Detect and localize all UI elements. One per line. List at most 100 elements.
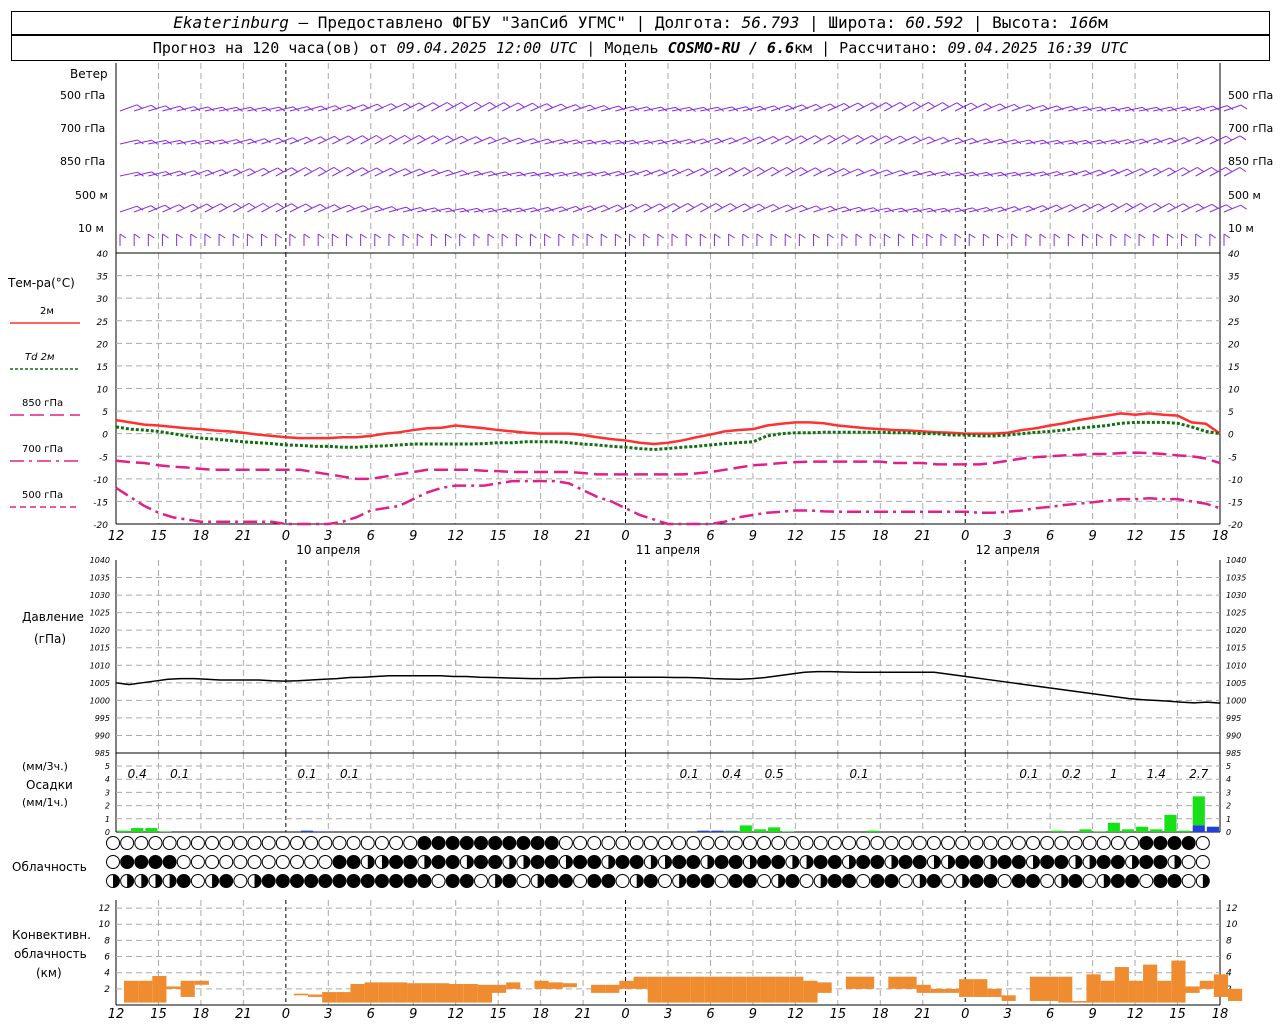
temp-tick-left: 30 [97, 295, 109, 305]
wind-barb [402, 168, 420, 177]
wind-barb [1011, 205, 1029, 213]
pressure-tick-right: 985 [1226, 749, 1241, 758]
wind-barb-feather [532, 102, 539, 108]
cloud-symbol [502, 836, 517, 850]
cloud-symbol-half [1174, 855, 1182, 869]
wind-barb [1096, 203, 1113, 213]
wind-barb-feather [575, 205, 583, 211]
wind-barb [884, 207, 903, 213]
wind-barb [317, 166, 335, 177]
wind-barb-feather [262, 202, 270, 208]
wind-barb-feather [459, 233, 466, 239]
wind-barb [898, 207, 917, 213]
wind-barb [756, 136, 774, 145]
wind-barb [247, 138, 265, 145]
wind-barb-feather [432, 135, 440, 141]
wind-barb [1068, 203, 1085, 213]
wind-barb-feather [561, 139, 569, 144]
wind-barb-feather [560, 103, 568, 109]
wind-barb-feather [701, 202, 709, 208]
wind-barb [530, 171, 549, 177]
cloud-symbol [728, 874, 743, 888]
wind-barb-feather [561, 206, 569, 212]
wind-barb-feather [277, 167, 284, 173]
wind-barb [148, 171, 166, 177]
wind-barb [388, 168, 406, 177]
rain-bar [117, 830, 130, 832]
time-tick: 18 [532, 529, 549, 544]
cloud-symbol [360, 836, 375, 850]
temp-tick-left: -20 [93, 521, 108, 531]
header-forecast: Прогноз на 120 часа(ов) от 09.04.2025 12… [11, 35, 1270, 61]
cloud-symbol-half [141, 874, 148, 888]
wind-barb-feather [857, 135, 864, 140]
wind-barb-feather [1014, 206, 1021, 212]
wind-barb [1167, 167, 1184, 177]
conv-bar [378, 982, 393, 1003]
wind-barb [799, 103, 817, 112]
wind-barb-feather [1168, 203, 1176, 208]
wind-barb [1082, 139, 1101, 145]
cloud-symbol [431, 855, 446, 869]
cloud-symbol [205, 855, 220, 869]
lat-label: | Широта: [799, 13, 906, 32]
wind-barb-feather [321, 105, 328, 111]
temp-tick-right: -15 [1228, 498, 1243, 508]
wind-barb-feather [1099, 106, 1107, 112]
cloud-symbol [474, 855, 488, 869]
cloud-symbol [162, 836, 177, 850]
pressure-tick-left: 1005 [90, 679, 110, 688]
temp-tick-right: 0 [1228, 431, 1234, 441]
wind-barb [417, 169, 435, 177]
temp-series-line [115, 420, 1221, 451]
conv-tick-left: 4 [104, 969, 110, 979]
wind-barb [190, 106, 209, 112]
cloud-symbol [785, 836, 800, 850]
wind-barb [969, 103, 986, 112]
wind-barb [969, 207, 987, 213]
cloud-symbol [856, 855, 871, 869]
cloud-symbol-half [806, 855, 814, 869]
precip-tick-right: 2 [1226, 802, 1231, 811]
wind-barb [983, 171, 1002, 177]
pressure-tick-right: 1035 [1226, 574, 1246, 583]
cloud-symbol [686, 874, 701, 888]
wind-barb [558, 139, 577, 145]
precip-tick-right: 5 [1226, 762, 1231, 771]
wind-barb [869, 169, 888, 177]
wind-barb [148, 139, 167, 145]
wind-barb-feather [317, 233, 325, 239]
cloud-symbol-half [948, 855, 955, 869]
cloud-symbol-half [565, 855, 573, 869]
pressure-tick-right: 1040 [1226, 556, 1246, 565]
wind-barb-feather [473, 233, 481, 239]
cloud-symbol [318, 874, 333, 888]
wind-barb-feather [885, 102, 893, 107]
wind-barb [700, 167, 717, 177]
wind-barb [954, 102, 972, 112]
conv-bar [1072, 1000, 1087, 1003]
precip-tick-left: 4 [105, 775, 110, 784]
cloud-symbol [516, 874, 531, 888]
cloud-symbol [474, 836, 488, 850]
wind-barb [1209, 135, 1227, 145]
wind-barb [473, 207, 492, 213]
cloud-symbol [926, 874, 941, 888]
temp-series-line [115, 479, 1221, 526]
wind-barb-feather [928, 102, 935, 107]
wind-barb-feather [702, 168, 709, 173]
wind-barb-feather [1000, 138, 1008, 144]
precip-3h-label: 0.1 [340, 767, 359, 781]
conv-bar [392, 982, 408, 1003]
wind-barb-feather [1152, 233, 1160, 239]
wind-barb-feather [176, 233, 183, 239]
cloud-symbol [544, 874, 559, 888]
wind-barb [431, 102, 448, 112]
wind-barb-feather [289, 233, 297, 239]
wind-barb-feather [1071, 105, 1078, 111]
wind-barb [275, 203, 292, 213]
wind-barb-feather [773, 105, 781, 111]
cloud-symbol [261, 836, 276, 850]
cloud-symbol-half [113, 874, 120, 888]
time-tick-bottom: 18 [193, 1007, 210, 1022]
